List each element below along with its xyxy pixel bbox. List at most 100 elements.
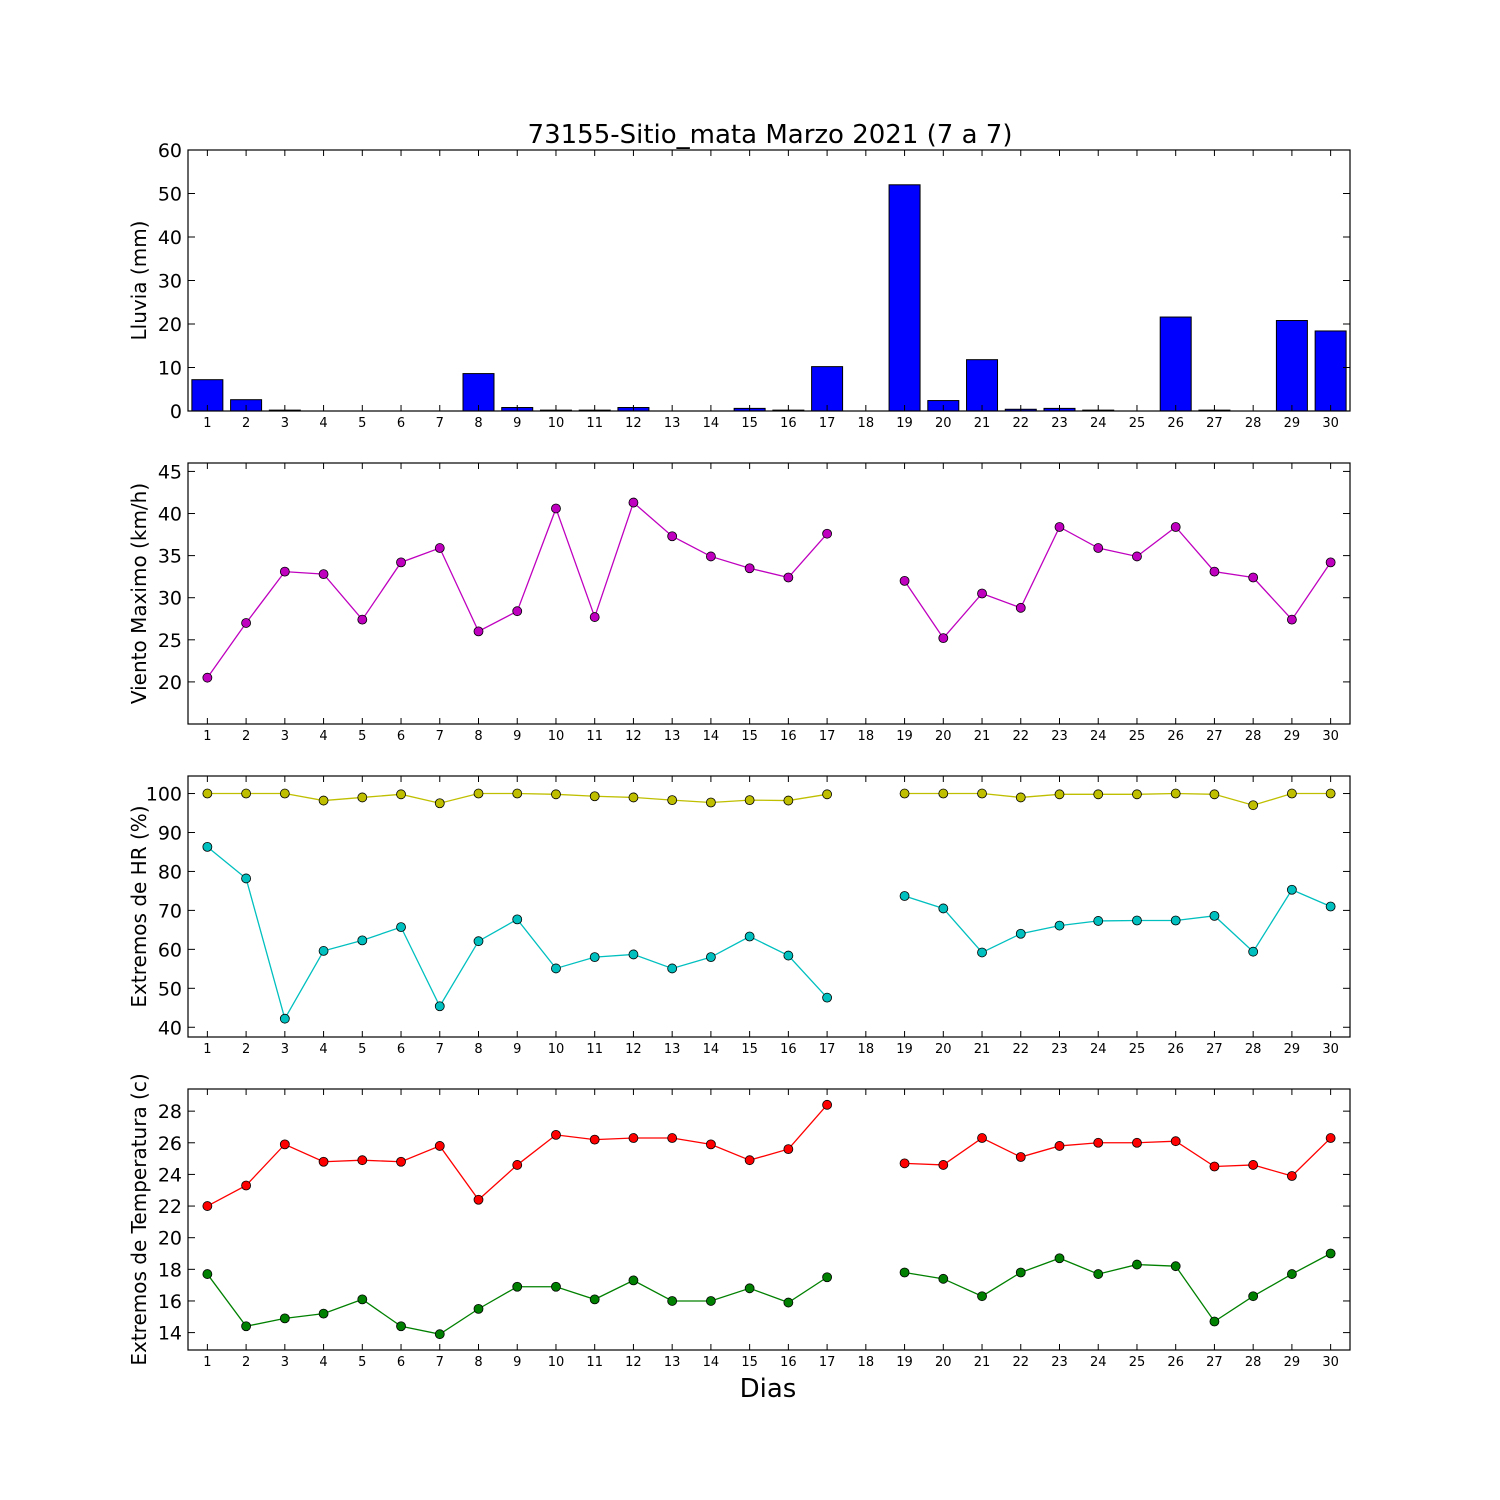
x-tick-label: 5 [358,1042,366,1057]
series-2-point-day-5 [357,935,368,946]
y-axis-label: Lluvia (mm) [127,221,151,341]
y-axis-label: Extremos de Temperatura (c) [127,1073,151,1365]
x-tick-label: 2 [242,416,250,431]
x-tick-label: 18 [858,1355,875,1370]
series-1-point-day-15 [744,795,755,806]
x-tick-label: 26 [1167,1042,1184,1057]
x-tick-label: 21 [974,729,991,744]
series-2-point-day-4 [318,1308,329,1319]
series-1-point-day-3 [279,788,290,799]
x-tick-label: 30 [1322,416,1339,431]
x-tick-label: 19 [896,416,913,431]
x-tick-label: 13 [664,416,681,431]
series-1-point-day-14 [706,1139,716,1150]
series-2-point-day-1 [202,1269,213,1279]
series-1-point-day-17 [822,1099,832,1110]
series-1-point-day-20 [938,633,949,644]
x-tick-label: 2 [242,729,250,744]
y-tick-label: 80 [158,861,182,883]
series-2-point-day-29 [1287,884,1297,895]
x-tick-label: 7 [436,1355,444,1370]
series-1-point-day-22 [1015,1152,1026,1162]
x-tick-label: 20 [935,416,952,431]
x-tick-label: 17 [819,1042,836,1057]
x-tick-label: 16 [780,1042,797,1057]
x-tick-label: 14 [703,416,720,431]
x-tick-label: 8 [474,416,482,431]
x-tick-label: 18 [858,1042,875,1057]
series-2-point-day-9 [512,914,523,925]
y-tick-label: 70 [158,900,182,922]
x-tick-label: 10 [548,1042,565,1057]
x-tick-label: 4 [319,1355,327,1370]
x-tick-label: 11 [586,729,603,744]
y-tick-label: 35 [158,546,182,568]
x-tick-label: 24 [1090,1355,1107,1370]
x-tick-label: 21 [974,1042,991,1057]
series-2-point-day-25 [1132,1259,1142,1270]
y-tick-label: 28 [158,1101,182,1123]
y-tick-label: 30 [158,588,182,610]
x-tick-label: 14 [703,729,720,744]
series-1-line-segment-2 [904,526,1332,640]
series-1-point-day-27 [1209,1161,1220,1172]
x-tick-label: 28 [1245,1355,1262,1370]
x-tick-label: 15 [741,1355,758,1370]
y-axis-label: Viento Maximo (km/h) [127,483,151,704]
series-2-point-day-11 [589,1294,600,1305]
series-1-point-day-2 [241,1180,252,1191]
x-tick-label: 27 [1206,1355,1223,1370]
x-tick-label: 16 [780,1355,797,1370]
series-1-point-day-5 [357,614,368,625]
x-tick-label: 6 [397,416,405,431]
series-1-point-day-3 [279,1139,290,1150]
series-2-point-day-17 [822,1272,832,1283]
bar-day-30 [1314,330,1347,412]
series-1-point-day-20 [938,1160,949,1170]
series-2-point-day-8 [473,936,484,947]
series-1-point-day-25 [1132,789,1142,800]
series-2-line-segment-2 [904,888,1331,954]
x-tick-label: 12 [625,729,642,744]
series-1-point-day-10 [551,789,561,800]
series-1-point-day-30 [1325,1133,1336,1143]
x-tick-label: 11 [586,1042,603,1057]
series-1-point-day-7 [434,798,445,809]
series-2-point-day-2 [241,873,252,884]
y-tick-label: 60 [158,939,182,961]
series-2-point-day-22 [1015,1267,1026,1278]
x-tick-label: 4 [319,1042,327,1057]
series-1-point-day-1 [202,1201,213,1211]
x-tick-label: 10 [548,416,565,431]
series-1-point-day-14 [706,551,716,562]
series-1-point-day-16 [783,572,794,583]
x-tick-label: 1 [203,1355,211,1370]
series-1-point-day-3 [279,566,290,577]
series-1-point-day-8 [473,1194,484,1205]
x-tick-label: 22 [1012,729,1029,744]
series-2-point-day-27 [1209,910,1220,921]
x-tick-label: 19 [896,1355,913,1370]
series-1-point-day-30 [1325,557,1336,568]
series-2-point-day-7 [434,1001,445,1012]
series-2-point-day-30 [1325,901,1336,912]
y-tick-label: 26 [158,1133,182,1155]
series-2-point-day-26 [1170,915,1181,926]
x-tick-label: 23 [1051,1355,1068,1370]
series-2-point-day-13 [667,1296,678,1306]
series-1-point-day-29 [1287,614,1297,625]
series-2-point-day-22 [1015,928,1026,939]
series-1-point-day-2 [241,618,252,628]
series-1-point-day-28 [1248,1160,1259,1170]
series-2-point-day-28 [1248,946,1259,957]
x-tick-label: 1 [203,416,211,431]
x-tick-label: 25 [1129,1042,1146,1057]
series-1-point-day-9 [512,606,523,617]
x-tick-label: 3 [281,729,289,744]
x-tick-label: 1 [203,1042,211,1057]
x-tick-label: 29 [1284,416,1301,431]
bar-day-8 [462,373,495,412]
